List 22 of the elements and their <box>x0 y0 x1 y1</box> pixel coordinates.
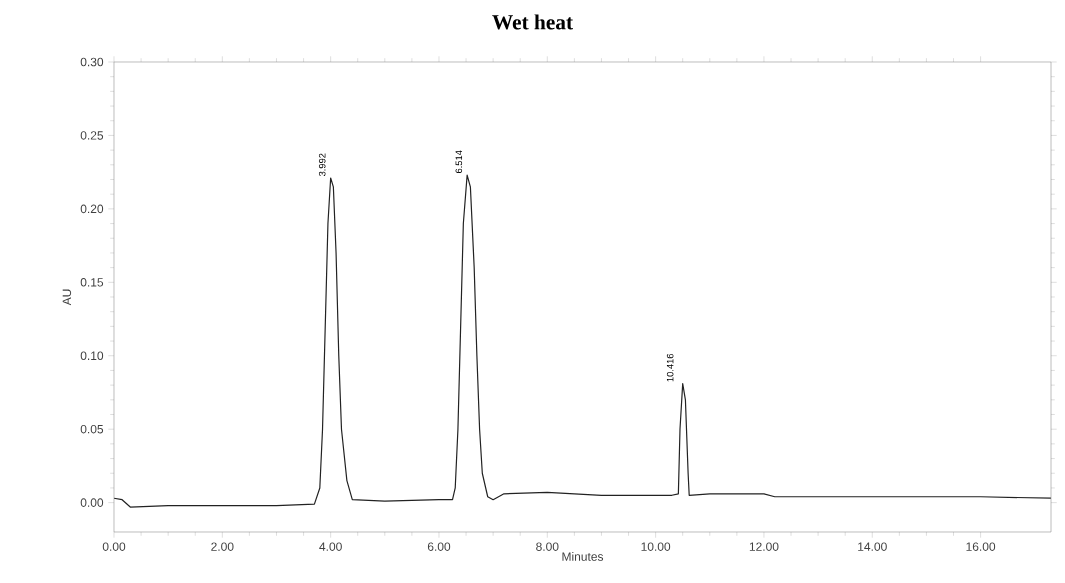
x-tick-label: 12.00 <box>749 542 779 551</box>
x-tick-label: 16.00 <box>966 542 996 551</box>
y-tick-label: 0.30 <box>80 57 104 67</box>
x-tick-label: 14.00 <box>858 542 887 551</box>
x-tick-label: 0.00 <box>102 542 126 551</box>
y-axis-title: AU <box>62 289 72 306</box>
y-tick-label: 0.20 <box>80 204 104 214</box>
x-axis-title: Minutes <box>562 552 604 561</box>
x-tick-label: 10.00 <box>641 542 671 551</box>
annotation: 10.416 <box>666 353 674 382</box>
x-tick-label: 6.00 <box>427 542 451 551</box>
x-tick-label: 2.00 <box>211 542 234 551</box>
annotation: 3.992 <box>318 153 326 177</box>
x-tick-label: 8.00 <box>536 542 559 551</box>
x-tick-label: 4.00 <box>319 542 342 551</box>
y-tick-label: 0.15 <box>80 278 104 287</box>
chart-title: Wet heat <box>492 14 573 30</box>
y-tick-label: 0.10 <box>80 351 104 361</box>
y-tick-label: 0.05 <box>80 424 104 434</box>
y-tick-label: 0.25 <box>80 131 104 140</box>
annotation: 6.514 <box>455 150 463 174</box>
y-tick-label: 0.00 <box>80 498 104 507</box>
